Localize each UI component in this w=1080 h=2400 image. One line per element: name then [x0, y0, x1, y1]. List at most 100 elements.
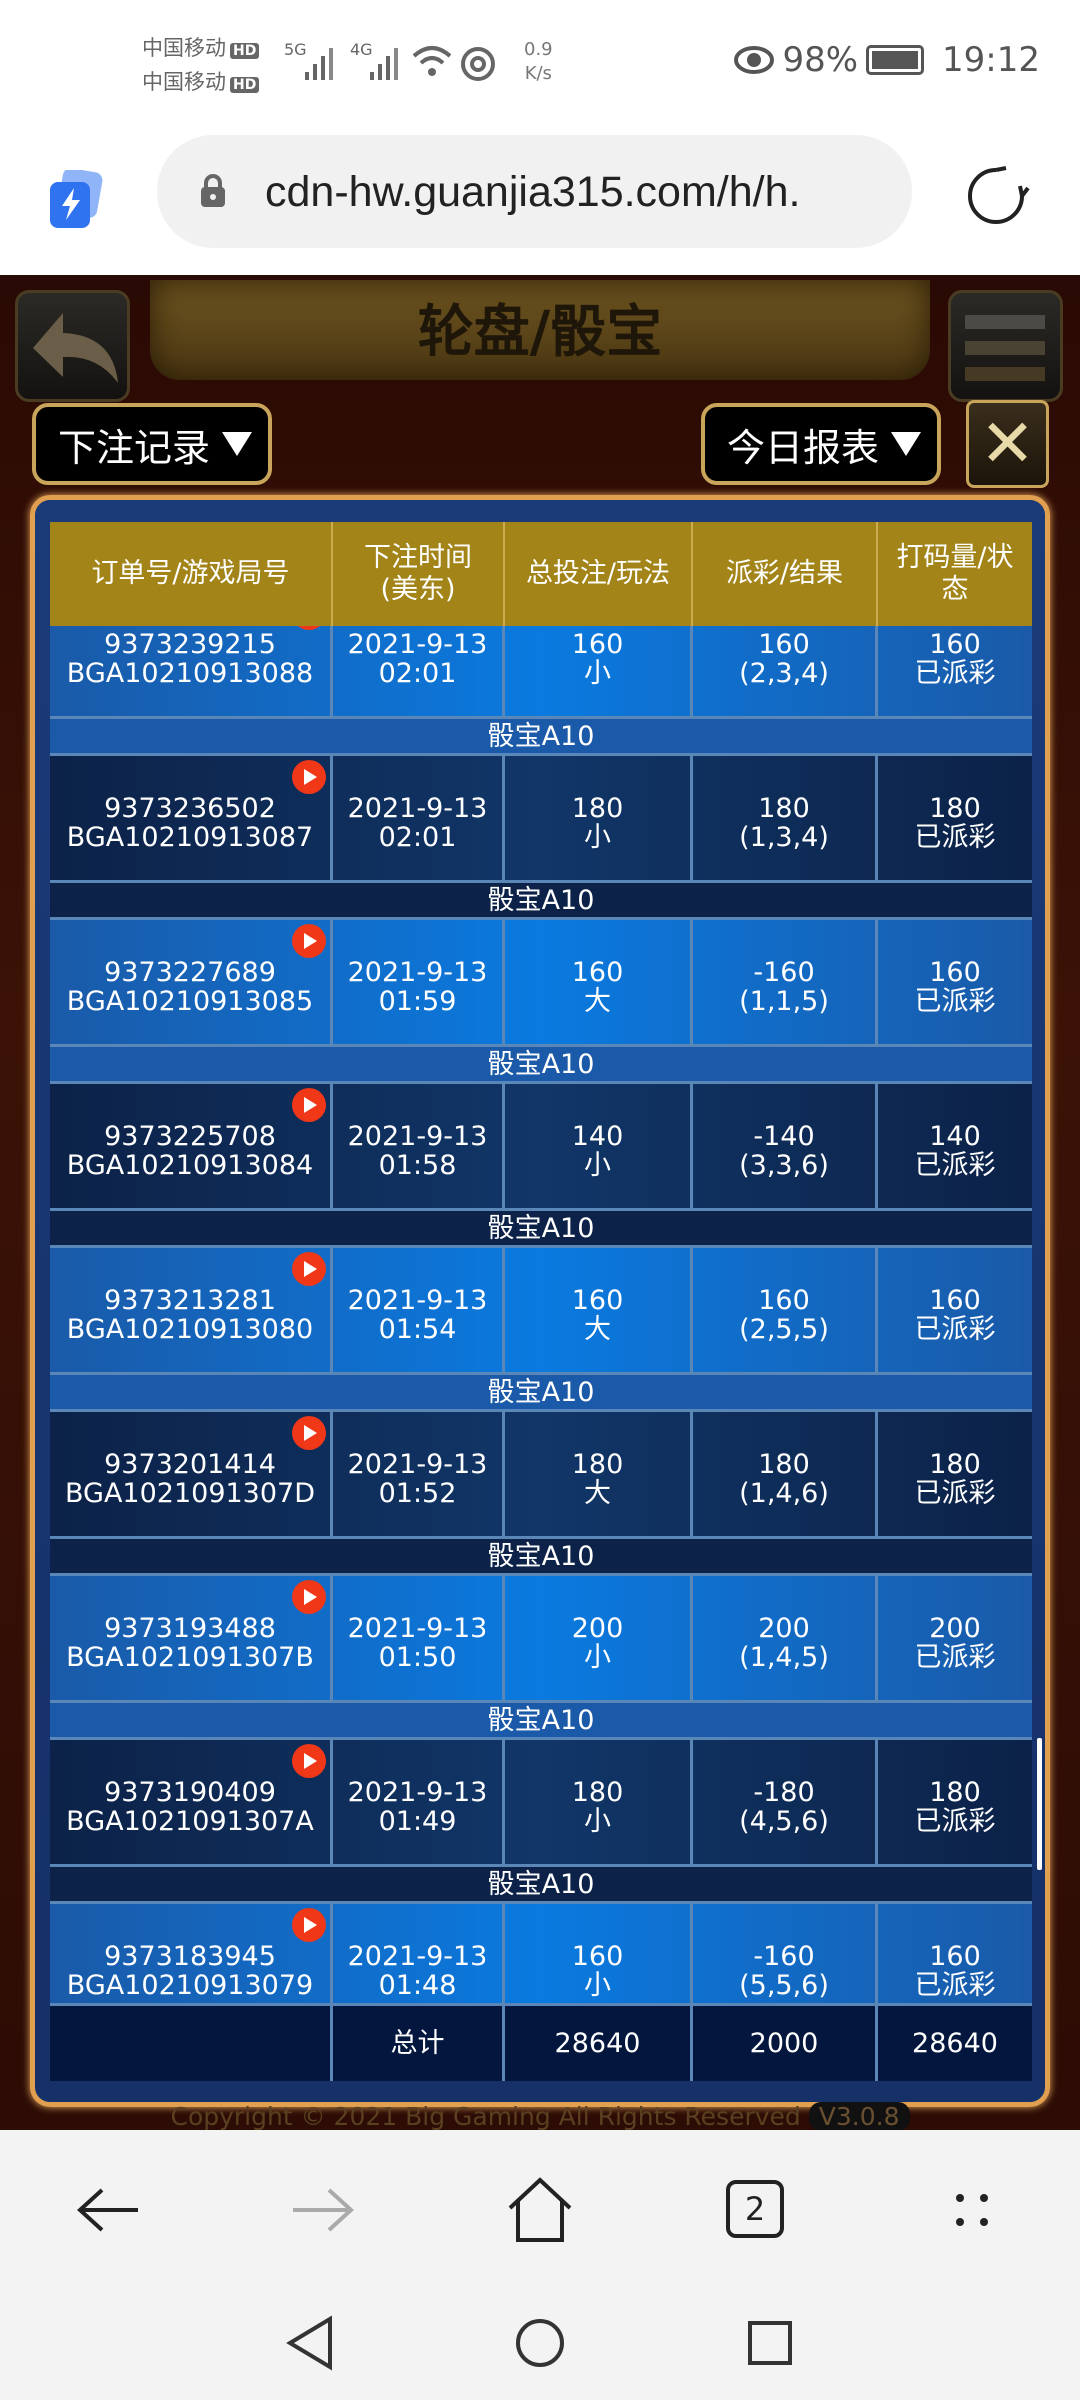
game-name-row: 骰宝A10	[50, 883, 1032, 920]
back-icon[interactable]	[68, 2170, 148, 2250]
bet-cell: 160 小	[505, 1904, 693, 2003]
play-replay-icon[interactable]	[292, 760, 326, 794]
table-row[interactable]: 9373193488 BGA1021091307B 2021-9-13 01:50 20…	[50, 1576, 1032, 1703]
bet-time: 02:01	[378, 822, 457, 853]
total-empty	[50, 2006, 333, 2081]
network-speed: 0.9 K/s	[524, 39, 553, 84]
home-icon[interactable]	[500, 2170, 580, 2250]
order-number: 9373239215	[104, 629, 276, 660]
play-replay-icon[interactable]	[292, 626, 326, 630]
play-replay-icon[interactable]	[292, 1908, 326, 1942]
payout-cell: -180 (4,5,6)	[693, 1740, 878, 1864]
play-replay-icon[interactable]	[292, 1580, 326, 1614]
payout-cell: 160 (2,3,4)	[693, 626, 878, 716]
bet-cell: 180 小	[505, 756, 693, 880]
browser-app-icon[interactable]	[48, 170, 104, 230]
table-row[interactable]: 9373213281 BGA10210913080 2021-9-13 01:54 16…	[50, 1248, 1032, 1375]
turnover-amount: 180	[929, 1777, 981, 1808]
browser-toolbar: cdn-hw.guanjia315.com/h/h.	[0, 130, 1080, 275]
signal-bars-icon	[370, 48, 398, 80]
scrollbar[interactable]	[1037, 1738, 1042, 1870]
system-home-icon[interactable]	[512, 2313, 568, 2373]
status-cell: 180 已派彩	[878, 1412, 1032, 1536]
status-bar: 中国移动 HD 中国移动 HD 5G 4G 0.9 K/s 98% 19:12	[0, 0, 1080, 130]
order-number: 9373225708	[104, 1121, 276, 1152]
bet-record-table: 订单号/游戏局号 下注时间 (美东) 总投注/玩法 派彩/结果 打码量/状 态 …	[50, 522, 1032, 2081]
eye-comfort-icon	[734, 46, 775, 74]
game-name-row: 骰宝A10	[50, 1703, 1032, 1740]
play-replay-icon[interactable]	[292, 1416, 326, 1450]
play-replay-icon[interactable]	[292, 1088, 326, 1122]
bet-amount: 180	[571, 1777, 624, 1808]
dice-result: (3,3,6)	[739, 1150, 829, 1181]
report-dropdown[interactable]: 今日报表	[701, 403, 941, 485]
back-arrow-icon	[33, 313, 118, 383]
time-cell: 2021-9-13 01:49	[333, 1740, 505, 1864]
bet-amount: 160	[571, 1285, 624, 1316]
signal-4g-icon: 4G	[350, 40, 373, 59]
game-name-row: 骰宝A10	[50, 1539, 1032, 1576]
bet-play: 大	[584, 1478, 611, 1509]
table-row[interactable]: 9373201414 BGA1021091307D 2021-9-13 01:52 18…	[50, 1412, 1032, 1539]
reload-icon[interactable]	[962, 162, 1030, 230]
payout-cell: 200 (1,4,5)	[693, 1576, 878, 1700]
status-cell: 200 已派彩	[878, 1576, 1032, 1700]
tabs-button[interactable]: 2	[726, 2180, 784, 2238]
round-number: BGA10210913079	[66, 1970, 314, 2001]
bet-amount: 140	[571, 1121, 624, 1152]
wifi-icon	[412, 46, 452, 76]
table-row[interactable]: 9373227689 BGA10210913085 2021-9-13 01:59 16…	[50, 920, 1032, 1047]
table-row[interactable]: 9373225708 BGA10210913084 2021-9-13 01:58 14…	[50, 1084, 1032, 1211]
forward-icon[interactable]	[283, 2170, 363, 2250]
bet-cell: 180 小	[505, 1740, 693, 1864]
system-back-icon[interactable]	[282, 2313, 338, 2373]
header-bet: 总投注/玩法	[505, 522, 693, 626]
round-number: BGA10210913087	[66, 822, 314, 853]
bet-cell: 160 大	[505, 1248, 693, 1372]
menu-button[interactable]	[948, 290, 1063, 402]
order-number: 9373193488	[104, 1613, 276, 1644]
table-body[interactable]: 9373239215 BGA10210913088 2021-9-13 02:01 16…	[50, 626, 1032, 2003]
play-replay-icon[interactable]	[292, 1252, 326, 1286]
back-button[interactable]	[15, 290, 130, 402]
table-row[interactable]: 9373183945 BGA10210913079 2021-9-13 01:48 16…	[50, 1904, 1032, 2003]
table-row[interactable]: 9373190409 BGA1021091307A 2021-9-13 01:49 18…	[50, 1740, 1032, 1867]
turnover-amount: 180	[929, 793, 981, 824]
bet-time: 01:48	[378, 1970, 457, 2001]
game-name-row: 骰宝A10	[50, 1375, 1032, 1412]
round-number: BGA1021091307D	[64, 1478, 315, 1509]
system-recents-icon[interactable]	[742, 2313, 798, 2373]
bet-play: 小	[584, 658, 611, 689]
payout-amount: -140	[753, 1121, 815, 1152]
header-time: 下注时间 (美东)	[333, 522, 505, 626]
payout-amount: 160	[758, 629, 810, 660]
payout-amount: -160	[753, 1941, 815, 1972]
bet-date: 2021-9-13	[347, 957, 488, 988]
more-menu-icon[interactable]	[932, 2170, 1012, 2250]
order-cell: 9373239215 BGA10210913088	[50, 626, 333, 716]
hamburger-icon	[965, 315, 1045, 381]
total-turnover: 28640	[912, 2028, 998, 2059]
payout-amount: 180	[758, 1449, 810, 1480]
play-replay-icon[interactable]	[292, 1744, 326, 1778]
play-replay-icon[interactable]	[292, 924, 326, 958]
game-name-row: 骰宝A10	[50, 1047, 1032, 1084]
bet-play: 小	[584, 1150, 611, 1181]
bet-record-dropdown[interactable]: 下注记录	[32, 403, 272, 485]
url-field[interactable]	[157, 135, 912, 248]
dropdown-arrow-icon	[891, 432, 922, 456]
close-button[interactable]: ✕	[966, 400, 1049, 488]
url-text[interactable]: cdn-hw.guanjia315.com/h/h.	[265, 168, 801, 216]
table-row[interactable]: 9373239215 BGA10210913088 2021-9-13 02:01 16…	[50, 626, 1032, 719]
turnover-amount: 180	[929, 1449, 981, 1480]
payout-amount: 180	[758, 793, 810, 824]
total-label: 总计	[333, 2006, 505, 2081]
bet-amount: 180	[571, 793, 624, 824]
bet-cell: 160 大	[505, 920, 693, 1044]
header-order: 订单号/游戏局号	[50, 522, 333, 626]
bet-play: 小	[584, 1806, 611, 1837]
status-badge: 已派彩	[914, 1970, 996, 2001]
time-cell: 2021-9-13 01:48	[333, 1904, 505, 2003]
table-row[interactable]: 9373236502 BGA10210913087 2021-9-13 02:01 18…	[50, 756, 1032, 883]
status-cell: 180 已派彩	[878, 756, 1032, 880]
